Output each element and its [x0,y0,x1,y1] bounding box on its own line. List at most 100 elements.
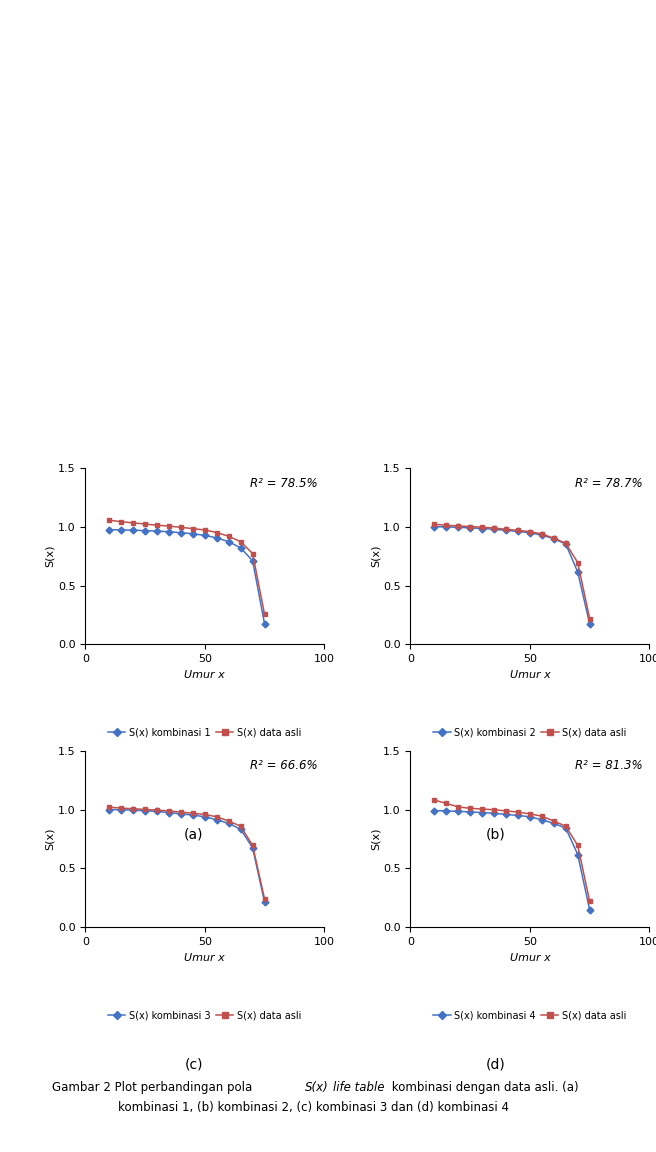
S(x) kombinasi 4 [466,805,474,819]
S(x) kombinasi 4 [478,805,486,819]
S(x) kombinasi 2 [454,521,462,535]
S(x) kombinasi 1 [141,524,149,538]
S(x) data asli [249,546,256,560]
Legend: S(x) kombinasi 3, S(x) data asli: S(x) kombinasi 3, S(x) data asli [104,1007,306,1024]
Text: R² = 81.3%: R² = 81.3% [575,759,642,772]
S(x) data asli [153,518,161,532]
S(x) kombinasi 4 [514,809,522,823]
S(x) kombinasi 4 [574,848,582,862]
S(x) data asli [586,894,594,908]
Y-axis label: S(x): S(x) [45,545,55,567]
S(x) kombinasi 3 [153,804,161,818]
S(x) kombinasi 3 [141,804,149,818]
S(x) data asli [117,515,125,529]
S(x) data asli [201,808,209,821]
X-axis label: Umur x: Umur x [510,953,550,963]
S(x) kombinasi 2 [430,520,438,533]
S(x) kombinasi 3 [225,817,233,831]
S(x) data asli [562,819,569,833]
S(x) data asli [201,523,209,537]
S(x) kombinasi 4 [586,903,594,917]
S(x) data asli [526,806,534,820]
S(x) data asli [213,810,220,824]
Line: S(x) data asli: S(x) data asli [432,522,592,621]
S(x) data asli [562,537,569,551]
Line: S(x) kombinasi 4: S(x) kombinasi 4 [432,809,592,912]
S(x) kombinasi 3 [237,823,245,836]
S(x) data asli [574,555,582,569]
S(x) data asli [526,524,534,538]
S(x) data asli [189,806,197,820]
Line: S(x) data asli: S(x) data asli [107,805,267,902]
S(x) data asli [177,805,185,819]
S(x) kombinasi 2 [574,566,582,579]
Text: Gambar 2 Plot perbandingan pola: Gambar 2 Plot perbandingan pola [52,1081,256,1093]
S(x) kombinasi 1 [201,529,209,543]
Text: R² = 66.6%: R² = 66.6% [249,759,317,772]
S(x) data asli [466,520,474,533]
S(x) kombinasi 1 [213,531,220,545]
Text: R² = 78.5%: R² = 78.5% [249,477,317,490]
S(x) data asli [490,803,498,817]
Legend: S(x) kombinasi 1, S(x) data asli: S(x) kombinasi 1, S(x) data asli [104,723,306,742]
S(x) kombinasi 4 [430,804,438,818]
S(x) data asli [260,892,268,905]
Text: (c): (c) [184,1058,203,1071]
X-axis label: Umur x: Umur x [184,669,225,680]
S(x) data asli [442,518,450,532]
S(x) data asli [574,839,582,852]
S(x) data asli [105,514,113,528]
S(x) kombinasi 1 [153,524,161,538]
S(x) data asli [225,530,233,544]
Text: (b): (b) [485,827,505,841]
S(x) kombinasi 4 [526,810,534,824]
S(x) data asli [260,607,268,621]
S(x) kombinasi 3 [189,809,197,823]
S(x) data asli [249,839,256,852]
Text: R² = 78.7%: R² = 78.7% [575,477,642,490]
S(x) data asli [502,522,510,536]
S(x) kombinasi 4 [538,813,546,827]
S(x) kombinasi 1 [105,523,113,537]
X-axis label: Umur x: Umur x [510,669,550,680]
S(x) kombinasi 1 [177,525,185,539]
S(x) data asli [454,799,462,813]
S(x) kombinasi 4 [490,806,498,820]
S(x) kombinasi 3 [129,803,137,817]
S(x) data asli [490,521,498,535]
S(x) kombinasi 3 [260,895,268,909]
S(x) data asli [478,802,486,816]
S(x) kombinasi 1 [117,523,125,537]
Text: S(x): S(x) [305,1081,329,1093]
S(x) kombinasi 4 [502,808,510,821]
Text: kombinasi 1, (b) kombinasi 2, (c) kombinasi 3 dan (d) kombinasi 4: kombinasi 1, (b) kombinasi 2, (c) kombin… [118,1101,509,1114]
S(x) kombinasi 2 [550,532,558,546]
S(x) data asli [129,802,137,816]
S(x) data asli [466,802,474,816]
S(x) kombinasi 2 [514,524,522,538]
S(x) kombinasi 2 [502,523,510,537]
S(x) kombinasi 2 [586,617,594,631]
S(x) data asli [442,796,450,810]
S(x) data asli [177,521,185,535]
S(x) data asli [430,517,438,531]
S(x) data asli [141,803,149,817]
Y-axis label: S(x): S(x) [370,545,380,567]
S(x) kombinasi 2 [538,529,546,543]
S(x) data asli [225,814,233,828]
S(x) data asli [141,517,149,531]
Line: S(x) data asli: S(x) data asli [432,797,592,904]
Line: S(x) data asli: S(x) data asli [107,517,267,616]
S(x) data asli [129,516,137,530]
S(x) kombinasi 3 [165,805,173,819]
S(x) kombinasi 3 [213,813,220,827]
Line: S(x) kombinasi 3: S(x) kombinasi 3 [107,808,267,904]
S(x) data asli [153,803,161,817]
S(x) kombinasi 4 [550,817,558,831]
S(x) data asli [586,612,594,626]
S(x) data asli [550,531,558,545]
S(x) kombinasi 3 [201,810,209,824]
S(x) data asli [189,522,197,536]
S(x) kombinasi 1 [225,535,233,548]
S(x) kombinasi 3 [249,841,256,855]
